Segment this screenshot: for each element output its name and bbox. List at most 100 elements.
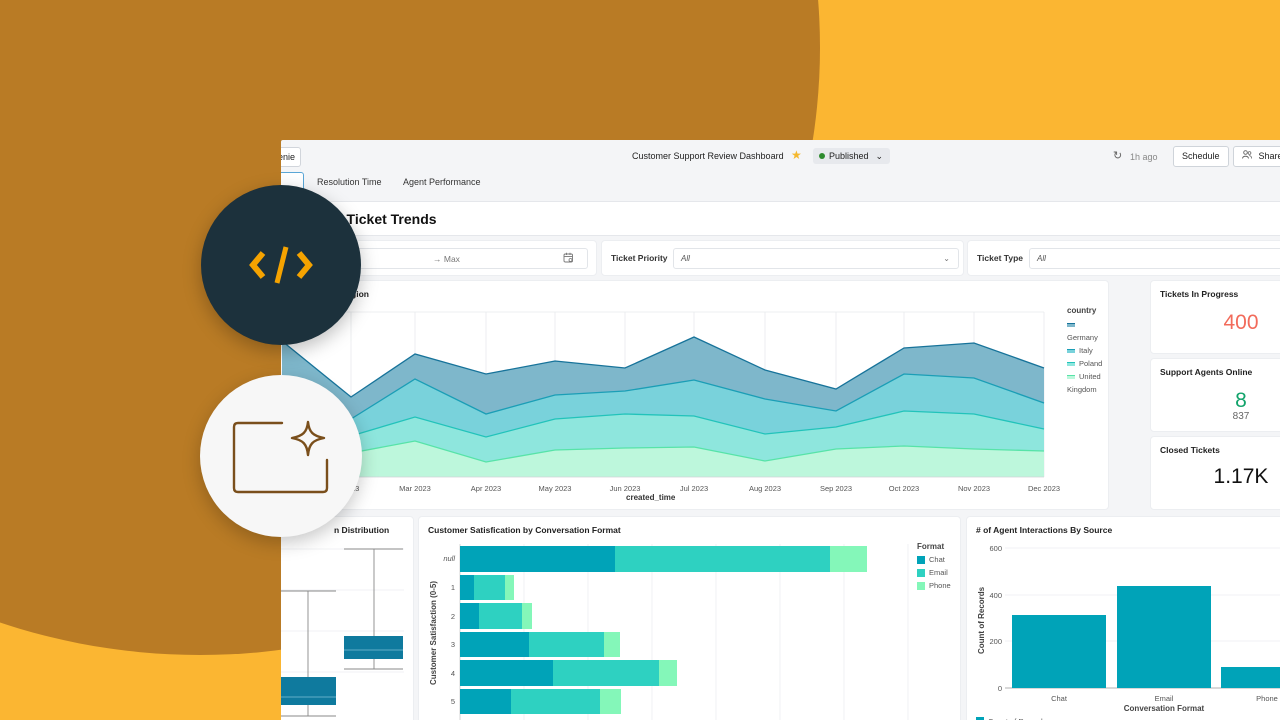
- svg-text:Chat: Chat: [1051, 694, 1068, 703]
- code-icon-button[interactable]: [201, 185, 361, 345]
- ticket-priority-filter: Ticket Priority All ⌄: [601, 240, 964, 276]
- sparkle-frame-icon: [232, 420, 329, 494]
- share-users-icon: [1242, 150, 1255, 161]
- kpi-subvalue: 837: [1232, 411, 1250, 422]
- ticket-priority-value: All: [681, 254, 690, 263]
- bar-plot[interactable]: 600 400 200 0 Chat Email Phone Conversation F…: [967, 517, 1280, 720]
- legend-item-poland[interactable]: Poland: [1067, 357, 1108, 370]
- legend-label: Chat: [929, 555, 945, 564]
- agent-interactions-chart: # of Agent Interactions By Source 600 400…: [966, 516, 1280, 720]
- x-axis-label: created_time: [626, 493, 676, 502]
- kpi-closed-tickets: Closed Tickets 1.17K: [1150, 436, 1280, 510]
- ai-sparkle-button[interactable]: [200, 375, 362, 537]
- satisfaction-by-format-chart: Customer Satisfication by Conversation F…: [418, 516, 961, 720]
- x-axis-label: Conversation Format: [1124, 704, 1205, 713]
- kpi-title: Support Agents Online: [1160, 367, 1253, 377]
- chart-title: region: [343, 289, 369, 299]
- chevron-down-icon: ⌄: [875, 151, 884, 161]
- code-icon: [249, 246, 313, 284]
- legend-item-email[interactable]: Email: [917, 566, 951, 579]
- svg-text:0: 0: [998, 684, 1002, 693]
- legend-label: Italy: [1079, 346, 1093, 355]
- legend-swatch: [1067, 375, 1075, 380]
- legend-swatch: [1067, 362, 1075, 367]
- legend-item-italy[interactable]: Italy: [1067, 344, 1108, 357]
- date-range-to: → Max: [433, 254, 460, 264]
- legend-swatch: [1067, 323, 1075, 328]
- legend-swatch: [917, 569, 925, 578]
- y-axis-label: Count of Records: [977, 586, 986, 654]
- page-title: ort Ticket Trends: [324, 211, 437, 227]
- legend-item-phone[interactable]: Phone: [917, 579, 951, 592]
- dashboard-window: Genie Customer Support Review Dashboard …: [281, 140, 1280, 720]
- legend-item-uk[interactable]: United Kingdom: [1067, 370, 1108, 396]
- kpi-title: Tickets In Progress: [1160, 289, 1239, 299]
- legend-title: country: [1067, 306, 1097, 315]
- stacked-bar-plot[interactable]: null 1 2 3 4 5 Customer Satisfaction (0-5): [419, 517, 962, 720]
- box-plot[interactable]: [281, 517, 415, 720]
- filter-bar: → Max Ticket Priority All ⌄ Ticket Type …: [281, 240, 1280, 276]
- status-dropdown[interactable]: Published ⌄: [813, 148, 891, 164]
- legend-swatch: [917, 556, 925, 565]
- tickets-by-region-chart: region: [281, 280, 1109, 510]
- kpi-value: 8: [1235, 389, 1247, 412]
- tab-resolution-time[interactable]: Resolution Time: [317, 177, 382, 187]
- chart-title: Customer Satisfication by Conversation F…: [428, 525, 621, 535]
- svg-text:2: 2: [451, 612, 455, 621]
- x-tick-jul: Jul 2023: [680, 484, 708, 493]
- tab-bar: w Resolution Time Agent Performance: [281, 172, 1280, 200]
- arrow-right-icon: →: [433, 254, 442, 264]
- area-chart-plot[interactable]: 2023 Mar 2023 Apr 2023 May 2023 Jun 2023…: [281, 281, 1110, 511]
- chart-title: # of Agent Interactions By Source: [976, 525, 1113, 535]
- legend-item-germany[interactable]: Germany: [1067, 318, 1108, 344]
- tab-agent-performance[interactable]: Agent Performance: [403, 177, 481, 187]
- kpi-support-agents-online: Support Agents Online 8 837: [1150, 358, 1280, 432]
- svg-text:Count of Records: Count of Records: [988, 717, 1047, 720]
- legend-item-chat[interactable]: Chat: [917, 553, 951, 566]
- kpi-value: 1.17K: [1213, 465, 1269, 488]
- svg-text:3: 3: [451, 640, 455, 649]
- svg-text:200: 200: [989, 637, 1002, 646]
- legend-swatch: [917, 582, 925, 591]
- genie-button[interactable]: Genie: [281, 147, 301, 167]
- genie-button-label: Genie: [281, 152, 295, 162]
- resolution-distribution-chart: n Distribution: [281, 516, 414, 720]
- kpi-value: 400: [1223, 311, 1259, 334]
- svg-text:1: 1: [451, 583, 455, 592]
- legend-label: United Kingdom: [1067, 372, 1101, 394]
- top-bar: Genie Customer Support Review Dashboard …: [281, 140, 1280, 172]
- x-tick-sep: Sep 2023: [820, 484, 852, 493]
- share-button[interactable]: Share: [1233, 146, 1280, 167]
- ticket-type-value: All: [1037, 254, 1046, 263]
- refresh-icon[interactable]: ↻: [1113, 150, 1123, 162]
- ticket-priority-select[interactable]: All ⌄: [673, 248, 959, 269]
- schedule-label: Schedule: [1182, 151, 1220, 161]
- x-tick-mar: Mar 2023: [399, 484, 431, 493]
- published-dot-icon: [819, 153, 825, 159]
- ticket-priority-label: Ticket Priority: [611, 253, 668, 263]
- svg-text:5: 5: [451, 697, 455, 706]
- calendar-icon[interactable]: [563, 252, 574, 266]
- ticket-type-select[interactable]: All: [1029, 248, 1280, 269]
- format-legend: Format Chat Email Phone: [917, 542, 951, 592]
- y-axis-label: Customer Satisfaction (0-5): [429, 581, 438, 685]
- svg-text:Phone: Phone: [1256, 694, 1278, 703]
- x-tick-nov: Nov 2023: [958, 484, 990, 493]
- legend-swatch: [1067, 349, 1075, 354]
- x-tick-may: May 2023: [539, 484, 572, 493]
- schedule-button[interactable]: Schedule: [1173, 146, 1229, 167]
- svg-text:600: 600: [989, 544, 1002, 553]
- star-icon[interactable]: ★: [791, 148, 802, 162]
- x-tick-oct: Oct 2023: [889, 484, 919, 493]
- x-tick-aug: Aug 2023: [749, 484, 781, 493]
- legend-label: Germany: [1067, 333, 1098, 342]
- date-max-placeholder: Max: [443, 254, 460, 264]
- status-label: Published: [829, 151, 869, 161]
- chart-title: n Distribution: [334, 525, 390, 535]
- x-tick-apr: Apr 2023: [471, 484, 501, 493]
- legend-title: Format: [917, 542, 945, 551]
- chevron-down-icon: ⌄: [943, 254, 950, 263]
- kpi-title: Closed Tickets: [1160, 445, 1220, 455]
- kpi-tickets-in-progress: Tickets In Progress 400: [1150, 280, 1280, 354]
- legend-label: Phone: [929, 581, 951, 590]
